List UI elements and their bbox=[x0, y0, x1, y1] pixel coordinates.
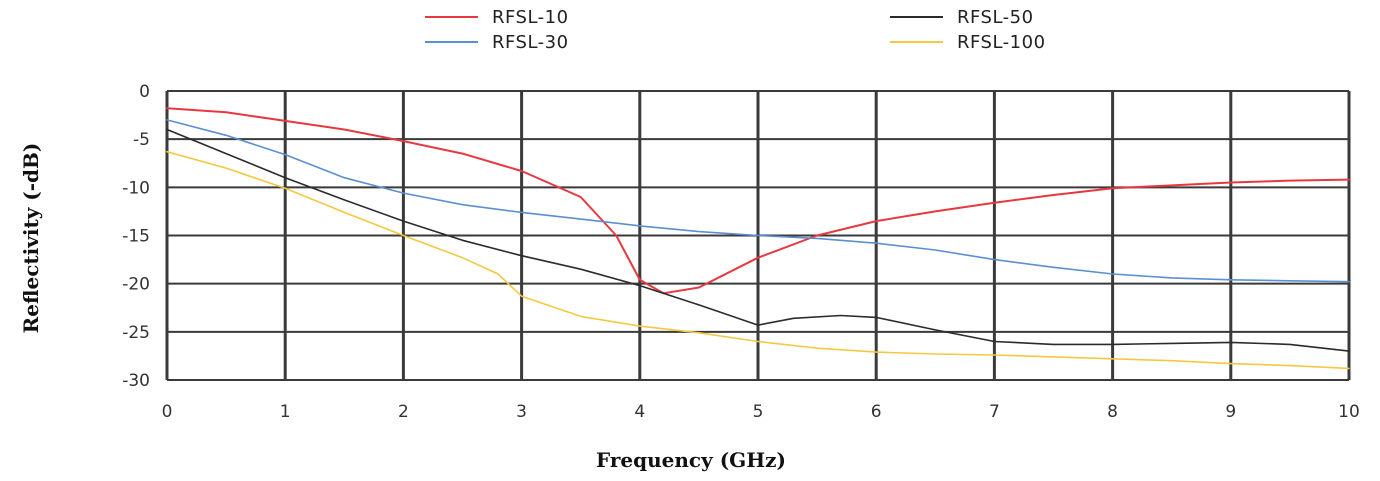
x-tick-label: 9 bbox=[1225, 402, 1236, 422]
series-line-rfsl-100 bbox=[166, 150, 1350, 370]
series-line-rfsl-30 bbox=[166, 119, 1350, 283]
x-tick-label: 7 bbox=[989, 402, 1000, 422]
y-tick-label: -20 bbox=[122, 275, 150, 295]
legend-label-rfsl-30: RFSL-30 bbox=[492, 32, 569, 53]
legend-item-rfsl-30: RFSL-30 bbox=[425, 32, 569, 53]
x-axis-title: Frequency (GHz) bbox=[596, 448, 786, 472]
y-tick-label: -25 bbox=[122, 323, 150, 343]
legend-item-rfsl-10: RFSL-10 bbox=[425, 7, 569, 28]
y-tick-label: -15 bbox=[122, 227, 150, 247]
y-tick-label: 0 bbox=[139, 82, 150, 102]
y-tick-label: -30 bbox=[122, 371, 150, 391]
x-tick-label: 3 bbox=[516, 402, 527, 422]
x-tick-label: 8 bbox=[1107, 402, 1118, 422]
y-tick-labels: 0 -5 -10 -15 -20 -25 -30 bbox=[122, 82, 150, 391]
y-tick-label: -5 bbox=[133, 130, 150, 150]
legend: RFSL-10 RFSL-30 RFSL-50 RFSL-100 bbox=[425, 7, 1046, 53]
legend-item-rfsl-100: RFSL-100 bbox=[890, 32, 1046, 53]
series-line-rfsl-50 bbox=[166, 128, 1350, 352]
x-tick-label: 1 bbox=[280, 402, 291, 422]
grid bbox=[165, 90, 1351, 381]
x-tick-label: 0 bbox=[162, 402, 173, 422]
x-tick-label: 10 bbox=[1338, 402, 1360, 422]
x-tick-label: 4 bbox=[634, 402, 645, 422]
x-tick-labels: 0 1 2 3 4 5 6 7 8 9 10 bbox=[162, 402, 1360, 422]
y-tick-label: -10 bbox=[122, 178, 150, 198]
legend-label-rfsl-100: RFSL-100 bbox=[957, 32, 1046, 53]
x-tick-label: 2 bbox=[398, 402, 409, 422]
legend-label-rfsl-50: RFSL-50 bbox=[957, 7, 1034, 28]
y-axis-title: Reflectivity (-dB) bbox=[19, 143, 43, 334]
legend-label-rfsl-10: RFSL-10 bbox=[492, 7, 569, 28]
legend-item-rfsl-50: RFSL-50 bbox=[890, 7, 1034, 28]
x-tick-label: 6 bbox=[871, 402, 882, 422]
data-series bbox=[166, 107, 1350, 370]
x-tick-label: 5 bbox=[753, 402, 764, 422]
series-line-rfsl-10 bbox=[166, 107, 1350, 295]
